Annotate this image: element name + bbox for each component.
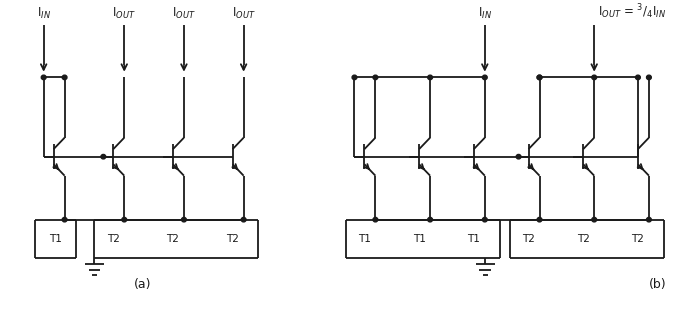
Circle shape — [537, 75, 542, 80]
Circle shape — [592, 218, 597, 222]
Text: I$_{IN}$: I$_{IN}$ — [478, 6, 492, 21]
Text: T2: T2 — [166, 234, 180, 244]
Circle shape — [428, 218, 433, 222]
Text: I$_{OUT}$: I$_{OUT}$ — [232, 6, 255, 21]
Circle shape — [373, 218, 377, 222]
Circle shape — [635, 75, 640, 80]
Text: T2: T2 — [577, 234, 590, 244]
Circle shape — [592, 75, 597, 80]
Circle shape — [41, 75, 46, 80]
Text: (a): (a) — [134, 278, 152, 291]
Text: I$_{IN}$: I$_{IN}$ — [36, 6, 50, 21]
Circle shape — [428, 75, 433, 80]
Text: T1: T1 — [49, 234, 62, 244]
Text: T2: T2 — [631, 234, 644, 244]
Circle shape — [352, 75, 357, 80]
Circle shape — [62, 218, 67, 222]
Text: T1: T1 — [358, 234, 371, 244]
Circle shape — [537, 75, 542, 80]
Text: T2: T2 — [522, 234, 535, 244]
Circle shape — [373, 75, 377, 80]
Circle shape — [516, 154, 521, 159]
Text: I$_{OUT}$: I$_{OUT}$ — [113, 6, 136, 21]
Circle shape — [101, 154, 106, 159]
Text: T1: T1 — [468, 234, 480, 244]
Circle shape — [122, 218, 127, 222]
Text: (b): (b) — [649, 278, 667, 291]
Text: I$_{OUT}$ = $\mathregular{^3/_4}$I$_{IN}$: I$_{OUT}$ = $\mathregular{^3/_4}$I$_{IN}… — [598, 3, 666, 21]
Circle shape — [647, 218, 651, 222]
Circle shape — [62, 75, 67, 80]
Circle shape — [647, 75, 651, 80]
Circle shape — [182, 218, 187, 222]
Circle shape — [537, 218, 542, 222]
Circle shape — [482, 75, 487, 80]
Text: T2: T2 — [107, 234, 120, 244]
Circle shape — [241, 218, 246, 222]
Text: I$_{OUT}$: I$_{OUT}$ — [172, 6, 196, 21]
Text: T2: T2 — [226, 234, 239, 244]
Text: T1: T1 — [412, 234, 426, 244]
Circle shape — [482, 218, 487, 222]
